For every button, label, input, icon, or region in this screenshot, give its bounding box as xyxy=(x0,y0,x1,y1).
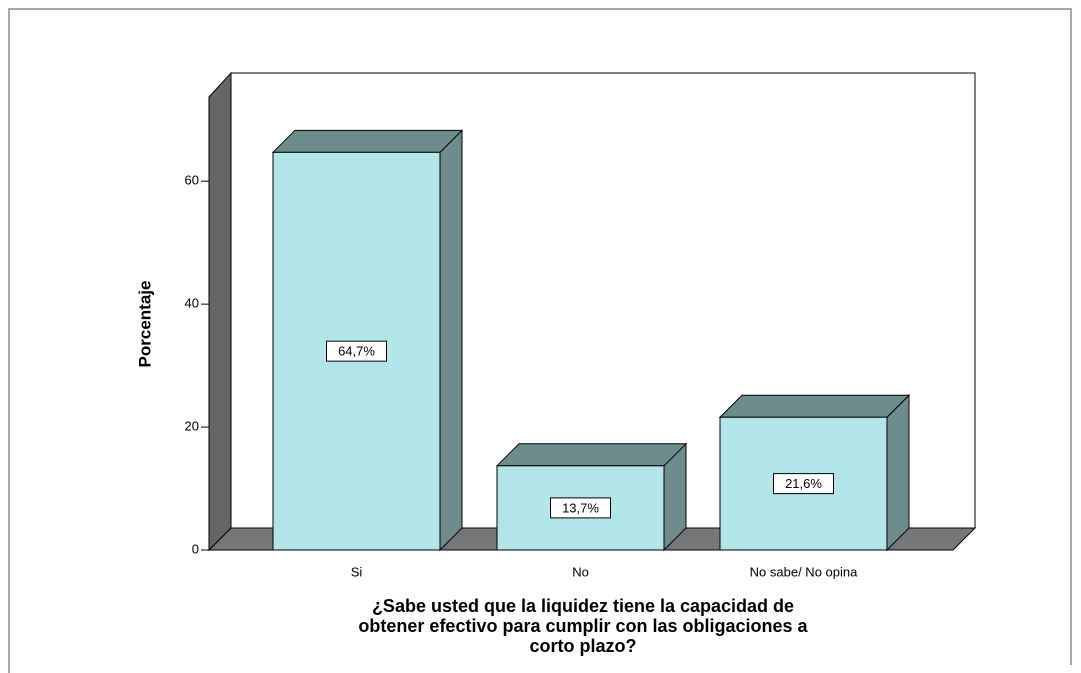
y-tick-label: 40 xyxy=(185,296,199,311)
frame xyxy=(8,8,1072,673)
y-tick-label: 60 xyxy=(185,173,199,188)
value-label-box xyxy=(326,340,387,362)
bar-top xyxy=(271,129,464,153)
value-label: 21,6% xyxy=(785,476,822,491)
y-axis-label: Porcentaje xyxy=(135,281,154,368)
y-tick-label: 0 xyxy=(192,541,199,556)
x-axis-label: ¿Sabe usted que la liquidez tiene la cap… xyxy=(372,596,794,616)
value-label: 64,7% xyxy=(338,344,375,359)
bar-side xyxy=(886,394,910,552)
value-label-box xyxy=(550,497,611,519)
bar-top xyxy=(718,394,911,418)
bar-side xyxy=(439,129,463,552)
x-tick-label: No sabe/ No opina xyxy=(750,564,858,579)
x-tick-label: Si xyxy=(351,564,363,579)
value-label: 13,7% xyxy=(562,500,599,515)
x-axis-label: obtener efectivo para cumplir con las ob… xyxy=(358,616,808,636)
x-axis-label: corto plazo? xyxy=(530,636,637,656)
x-tick-label: No xyxy=(572,564,589,579)
bar-top xyxy=(495,443,688,467)
left-wall xyxy=(208,71,232,552)
y-tick-label: 20 xyxy=(185,419,199,434)
value-label-box xyxy=(773,473,834,495)
